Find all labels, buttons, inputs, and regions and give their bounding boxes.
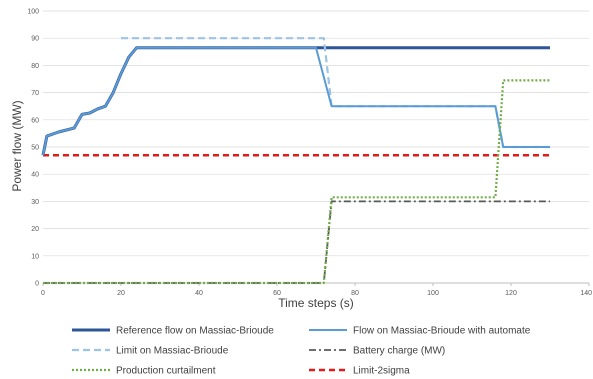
series-line-0 [41,46,550,156]
series-line-3 [43,200,550,284]
x-tick-label-2: 40 [195,290,203,297]
x-tick-label-0: 0 [41,290,45,297]
y-tick-label-2: 20 [31,226,39,233]
legend-label-3: Battery charge (MW) [353,346,445,357]
plot-series [41,37,550,285]
x-tick-labels: 0 20 40 60 80 100 120 140 [41,290,592,297]
legend: Reference flow on Massiac-Brioude Flow on… [72,326,531,377]
gridlines [43,10,589,257]
legend-label-2: Limit on Massiac-Brioude [116,346,229,357]
legend-label-0: Reference flow on Massiac-Brioude [116,326,274,337]
y-tick-label-3: 30 [31,199,39,206]
y-tick-label-9: 90 [31,36,39,43]
x-tick-label-5: 100 [427,290,439,297]
x-tick-label-4: 80 [351,290,359,297]
y-tick-label-4: 40 [31,172,39,179]
legend-label-1: Flow on Massiac-Brioude with automate [353,326,531,337]
y-tick-label-7: 70 [31,90,39,97]
x-axis-title: Time steps (s) [278,296,354,310]
y-tick-label-1: 10 [31,253,39,260]
x-tick-label-7: 140 [580,290,592,297]
series-line-4 [43,79,550,285]
x-tick-label-6: 120 [505,290,517,297]
y-tick-label-0: 0 [35,281,39,288]
y-tick-label-6: 60 [31,117,39,124]
x-tick-label-3: 60 [273,290,281,297]
y-tick-label-5: 50 [31,145,39,152]
series-line-1 [42,46,550,156]
y-axis-title: Power flow (MW) [10,100,24,191]
x-tick-label-1: 20 [117,290,125,297]
y-tick-label-10: 100 [27,9,39,16]
y-tick-label-8: 80 [31,63,39,70]
y-tick-labels: 0 10 20 30 40 50 60 70 80 90 100 [27,9,39,288]
legend-label-5: Limit-2sigma [353,366,410,377]
legend-label-4: Production curtailment [116,366,216,377]
